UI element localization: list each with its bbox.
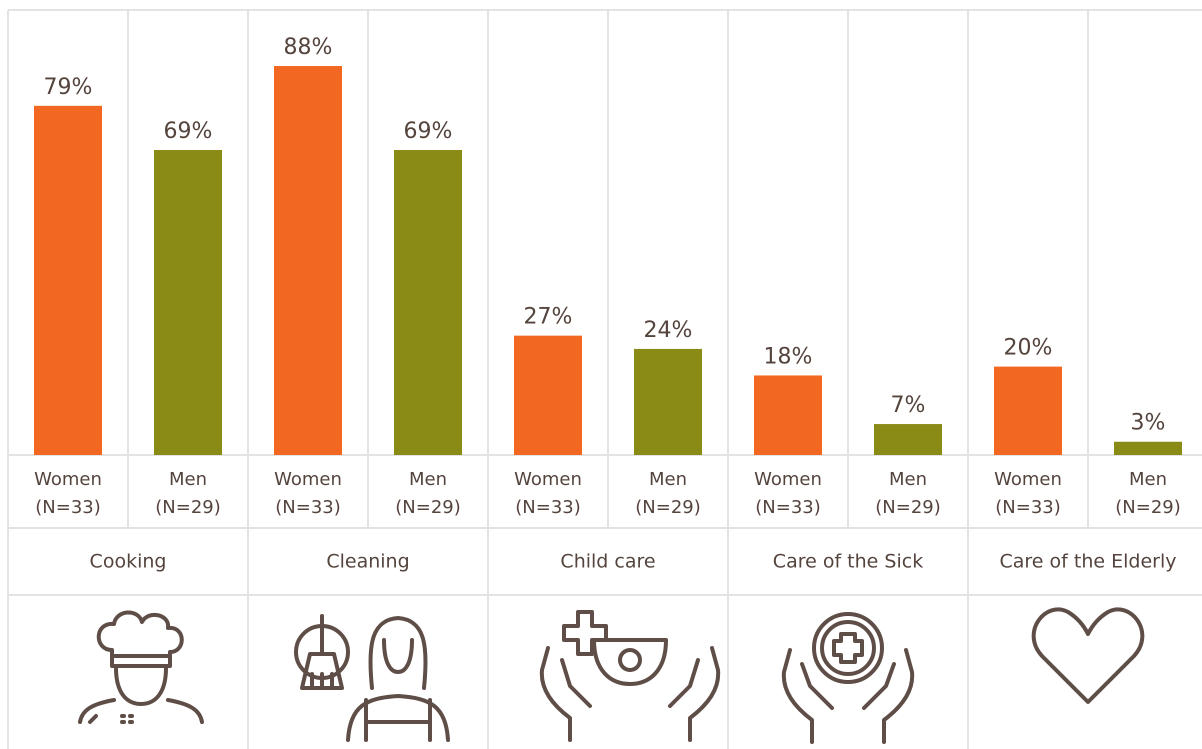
value-label: 20% — [1004, 336, 1053, 361]
value-label: 24% — [644, 318, 693, 343]
bar-sample: (N=33) — [275, 497, 341, 518]
bar — [154, 150, 222, 455]
bar-sample: (N=29) — [1115, 497, 1181, 518]
bar-label: Women — [994, 469, 1062, 490]
bar-sample: (N=29) — [635, 497, 701, 518]
chef-icon — [78, 610, 204, 724]
bar — [634, 348, 702, 455]
group-label: Child care — [560, 551, 655, 573]
bar-sample: (N=33) — [515, 497, 581, 518]
icons — [78, 607, 1145, 744]
bar-sample: (N=29) — [155, 497, 221, 518]
sick-icon — [781, 612, 915, 744]
value-label: 27% — [524, 305, 573, 330]
child-care-icon — [539, 610, 721, 742]
bar-label: Men — [169, 469, 207, 490]
value-label: 7% — [891, 393, 926, 418]
value-label: 18% — [764, 344, 813, 369]
value-label: 69% — [404, 119, 453, 144]
bar-label: Men — [649, 469, 687, 490]
bar — [34, 105, 102, 455]
bar — [274, 66, 342, 455]
heart-icon — [1031, 607, 1145, 704]
value-label: 79% — [44, 75, 93, 100]
value-label: 3% — [1131, 411, 1166, 436]
group-label: Care of the Elderly — [1000, 551, 1177, 573]
bar — [1114, 441, 1182, 455]
bar-sample: (N=33) — [755, 497, 821, 518]
bar-label: Men — [409, 469, 447, 490]
bar — [394, 150, 462, 455]
group-label: Cleaning — [326, 551, 409, 573]
bar — [874, 424, 942, 455]
bar-sample: (N=29) — [395, 497, 461, 518]
group-label: Care of the Sick — [773, 551, 923, 573]
bar-sample: (N=29) — [875, 497, 941, 518]
bar — [754, 375, 822, 455]
bar — [994, 366, 1062, 455]
group-label: Cooking — [90, 551, 167, 573]
bar-label: Men — [889, 469, 927, 490]
bar-label: Women — [514, 469, 582, 490]
bar-sample: (N=33) — [995, 497, 1061, 518]
bar-sample: (N=33) — [35, 497, 101, 518]
bar-label: Women — [754, 469, 822, 490]
bar-label: Women — [274, 469, 342, 490]
value-label: 88% — [284, 35, 333, 60]
bar — [514, 335, 582, 455]
bar-label: Men — [1129, 469, 1167, 490]
value-label: 69% — [164, 119, 213, 144]
bar-label: Women — [34, 469, 102, 490]
cleaning-icon — [294, 614, 450, 742]
